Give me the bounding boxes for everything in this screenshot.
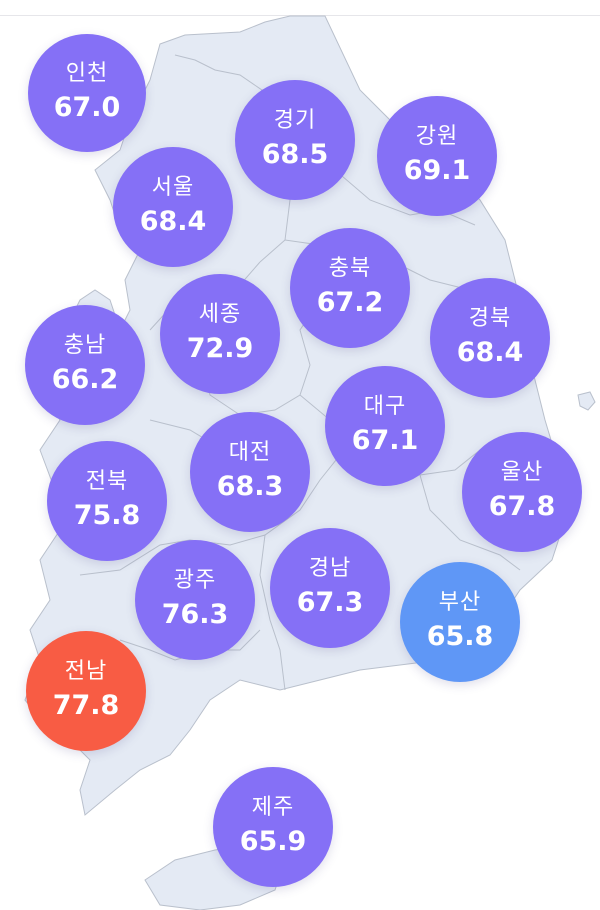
- region-value: 67.3: [296, 587, 364, 618]
- region-name: 강원: [415, 124, 459, 149]
- region-bubble[interactable]: 대구 67.1: [325, 366, 445, 486]
- region-name: 전남: [64, 659, 108, 684]
- region-name: 울산: [500, 460, 544, 485]
- region-name: 세종: [198, 302, 242, 327]
- region-bubble[interactable]: 강원 69.1: [377, 96, 497, 216]
- region-value: 68.5: [261, 139, 329, 170]
- region-value: 76.3: [161, 599, 229, 630]
- region-bubble[interactable]: 경기 68.5: [235, 80, 355, 200]
- region-name: 제주: [251, 795, 295, 820]
- region-name: 인천: [65, 61, 109, 86]
- region-bubble[interactable]: 광주 76.3: [135, 540, 255, 660]
- region-value: 69.1: [403, 155, 471, 186]
- region-bubble[interactable]: 충북 67.2: [290, 228, 410, 348]
- region-bubble[interactable]: 제주 65.9: [213, 767, 333, 887]
- region-name: 경남: [308, 556, 352, 581]
- region-name: 대전: [228, 440, 272, 465]
- region-bubble[interactable]: 전남 77.8: [26, 631, 146, 751]
- region-name: 전북: [85, 469, 129, 494]
- region-bubble[interactable]: 서울 68.4: [113, 147, 233, 267]
- region-bubble[interactable]: 충남 66.2: [25, 305, 145, 425]
- region-value: 77.8: [52, 690, 120, 721]
- region-value: 67.0: [53, 92, 121, 123]
- region-bubble[interactable]: 울산 67.8: [462, 432, 582, 552]
- region-bubble[interactable]: 경남 67.3: [270, 528, 390, 648]
- region-value: 68.4: [456, 337, 524, 368]
- region-name: 경기: [273, 108, 317, 133]
- region-value: 66.2: [51, 364, 119, 395]
- region-value: 72.9: [186, 333, 254, 364]
- region-name: 광주: [173, 568, 217, 593]
- region-value: 67.1: [351, 425, 419, 456]
- region-name: 부산: [438, 590, 482, 615]
- region-bubble[interactable]: 세종 72.9: [160, 274, 280, 394]
- region-bubble[interactable]: 인천 67.0: [28, 34, 146, 152]
- region-name: 충북: [328, 256, 372, 281]
- region-bubble[interactable]: 경북 68.4: [430, 278, 550, 398]
- region-value: 68.4: [139, 206, 207, 237]
- region-name: 서울: [151, 175, 195, 200]
- region-value: 65.8: [426, 621, 494, 652]
- region-value: 67.2: [316, 287, 384, 318]
- region-value: 75.8: [73, 500, 141, 531]
- region-value: 67.8: [488, 491, 556, 522]
- region-bubble[interactable]: 부산 65.8: [400, 562, 520, 682]
- region-bubble[interactable]: 대전 68.3: [190, 412, 310, 532]
- region-bubble[interactable]: 전북 75.8: [47, 441, 167, 561]
- region-name: 대구: [363, 394, 407, 419]
- region-value: 65.9: [239, 826, 307, 857]
- region-name: 충남: [63, 333, 107, 358]
- region-value: 68.3: [216, 471, 284, 502]
- region-name: 경북: [468, 306, 512, 331]
